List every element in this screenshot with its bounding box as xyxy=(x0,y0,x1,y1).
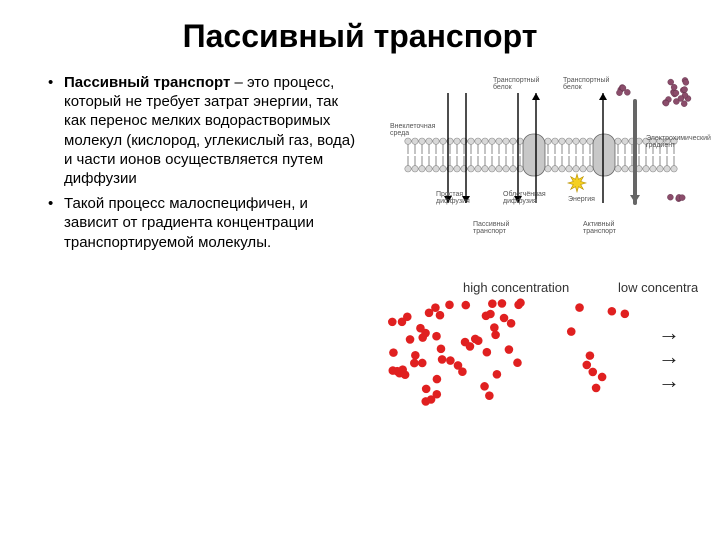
membrane-label: Простая диффузия xyxy=(436,191,496,205)
membrane-svg xyxy=(388,73,698,233)
bullet-1: • Пассивный транспорт – это процесс, кот… xyxy=(48,73,358,188)
bullet-marker: • xyxy=(48,73,64,188)
diagrams-column: Транспортный белок Транспортный белок Пасс… xyxy=(358,73,690,258)
svg-text:low concentration: low concentration xyxy=(618,280,698,295)
svg-text:high concentration: high concentration xyxy=(463,280,569,295)
concentration-diagram: high concentrationlow concentration→→→ xyxy=(388,278,698,408)
membrane-label: Пассивный транспорт xyxy=(473,221,533,235)
content-row: • Пассивный транспорт – это процесс, кот… xyxy=(0,55,720,258)
bullet-marker: • xyxy=(48,194,64,252)
membrane-label: Транспортный белок xyxy=(563,77,623,91)
text-column: • Пассивный транспорт – это процесс, кот… xyxy=(48,73,358,258)
bullet-1-text: Пассивный транспорт – это процесс, котор… xyxy=(64,73,358,188)
membrane-label: Электрохимический градиент xyxy=(646,135,706,149)
bullet-2-rest: Такой процесс малоспецифичен, и зависит … xyxy=(64,195,314,250)
bullet-2-text: Такой процесс малоспецифичен, и зависит … xyxy=(64,194,358,252)
svg-text:→: → xyxy=(658,320,680,345)
page-title: Пассивный транспорт xyxy=(0,0,720,55)
membrane-label: Транспортный белок xyxy=(493,77,553,91)
membrane-diagram: Транспортный белок Транспортный белок Пасс… xyxy=(388,73,698,233)
bullet-1-lead: Пассивный транспорт xyxy=(64,74,230,91)
svg-text:→: → xyxy=(658,344,680,369)
membrane-side-label: Внеклеточная среда xyxy=(390,123,428,137)
svg-text:→: → xyxy=(658,368,680,393)
bullet-2: • Такой процесс малоспецифичен, и зависи… xyxy=(48,194,358,252)
membrane-label: Облегчённая диффузия xyxy=(503,191,563,205)
membrane-label: Активный транспорт xyxy=(583,221,643,235)
membrane-label: Энергия xyxy=(568,196,595,203)
concentration-svg: high concentrationlow concentration→→→ xyxy=(388,278,698,408)
